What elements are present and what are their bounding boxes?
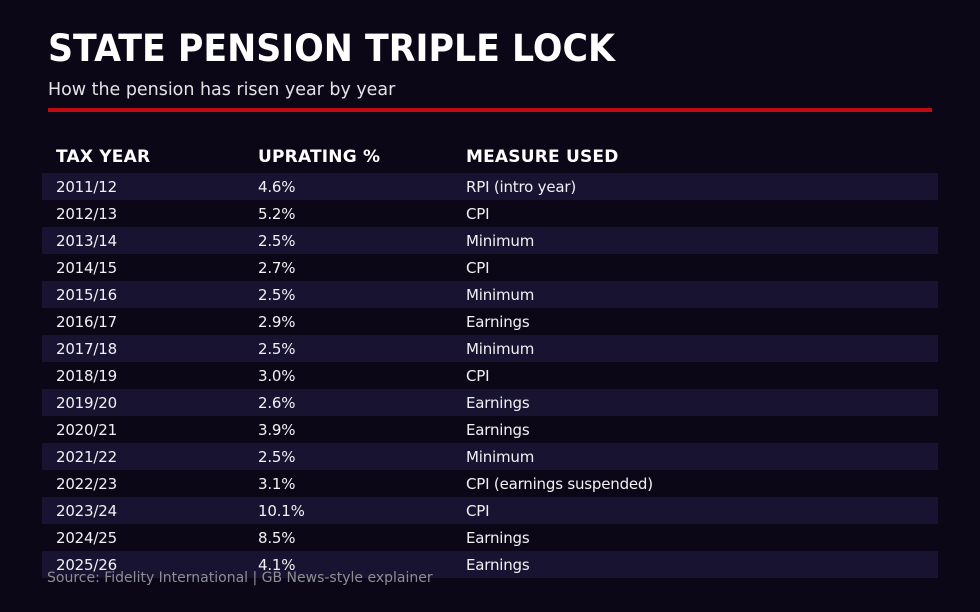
cell-measure: Earnings: [466, 312, 530, 331]
cell-uprating: 2.6%: [258, 393, 296, 412]
cell-measure: RPI (intro year): [466, 177, 576, 196]
cell-uprating: 2.9%: [258, 312, 296, 331]
cell-measure: Earnings: [466, 420, 530, 439]
cell-measure: Earnings: [466, 393, 530, 412]
cell-measure: CPI: [466, 204, 490, 223]
page-title: STATE PENSION TRIPLE LOCK: [48, 27, 615, 70]
page-subtitle: How the pension has risen year by year: [48, 79, 396, 100]
cell-tax-year: 2011/12: [56, 177, 117, 196]
cell-tax-year: 2024/25: [56, 528, 117, 547]
table-row: 2018/19 3.0% CPI: [42, 362, 938, 389]
cell-uprating: 4.6%: [258, 177, 296, 196]
cell-uprating: 3.1%: [258, 474, 296, 493]
cell-measure: Minimum: [466, 285, 535, 304]
table-row: 2015/16 2.5% Minimum: [42, 281, 938, 308]
table-body: 2011/12 4.6% RPI (intro year) 2012/13 5.…: [42, 173, 938, 578]
cell-uprating: 10.1%: [258, 501, 305, 520]
table-row: 2012/13 5.2% CPI: [42, 200, 938, 227]
cell-uprating: 2.7%: [258, 258, 296, 277]
column-header-measure: MEASURE USED: [466, 146, 619, 167]
table-row: 2022/23 3.1% CPI (earnings suspended): [42, 470, 938, 497]
cell-measure: CPI (earnings suspended): [466, 474, 653, 493]
cell-tax-year: 2012/13: [56, 204, 117, 223]
cell-tax-year: 2025/26: [56, 555, 117, 574]
table-row: 2024/25 8.5% Earnings: [42, 524, 938, 551]
table-row: 2016/17 2.9% Earnings: [42, 308, 938, 335]
cell-tax-year: 2022/23: [56, 474, 117, 493]
cell-tax-year: 2014/15: [56, 258, 117, 277]
table-row: 2017/18 2.5% Minimum: [42, 335, 938, 362]
cell-measure: Earnings: [466, 528, 530, 547]
table-row: 2025/26 4.1% Earnings: [42, 551, 938, 578]
cell-tax-year: 2019/20: [56, 393, 117, 412]
cell-measure: CPI: [466, 501, 490, 520]
cell-tax-year: 2021/22: [56, 447, 117, 466]
cell-measure: Earnings: [466, 555, 530, 574]
cell-uprating: 5.2%: [258, 204, 296, 223]
column-header-tax-year: TAX YEAR: [56, 146, 151, 167]
cell-measure: Minimum: [466, 339, 535, 358]
table-row: 2020/21 3.9% Earnings: [42, 416, 938, 443]
cell-uprating: 4.1%: [258, 555, 296, 574]
source-attribution: Source: Fidelity International | GB News…: [47, 570, 433, 586]
cell-measure: Minimum: [466, 447, 535, 466]
cell-tax-year: 2013/14: [56, 231, 117, 250]
cell-tax-year: 2015/16: [56, 285, 117, 304]
cell-tax-year: 2023/24: [56, 501, 117, 520]
cell-uprating: 2.5%: [258, 231, 296, 250]
cell-uprating: 2.5%: [258, 339, 296, 358]
triple-lock-table: TAX YEAR UPRATING % MEASURE USED 2011/12…: [42, 140, 938, 578]
cell-uprating: 3.0%: [258, 366, 296, 385]
cell-uprating: 8.5%: [258, 528, 296, 547]
table-row: 2023/24 10.1% CPI: [42, 497, 938, 524]
table-row: 2019/20 2.6% Earnings: [42, 389, 938, 416]
cell-measure: Minimum: [466, 231, 535, 250]
cell-tax-year: 2018/19: [56, 366, 117, 385]
red-divider-rule: [48, 108, 932, 112]
table-header-row: TAX YEAR UPRATING % MEASURE USED: [42, 140, 938, 173]
table-row: 2013/14 2.5% Minimum: [42, 227, 938, 254]
cell-measure: CPI: [466, 258, 490, 277]
cell-tax-year: 2020/21: [56, 420, 117, 439]
table-row: 2011/12 4.6% RPI (intro year): [42, 173, 938, 200]
cell-measure: CPI: [466, 366, 490, 385]
cell-tax-year: 2016/17: [56, 312, 117, 331]
cell-uprating: 3.9%: [258, 420, 296, 439]
table-row: 2021/22 2.5% Minimum: [42, 443, 938, 470]
cell-uprating: 2.5%: [258, 285, 296, 304]
column-header-uprating: UPRATING %: [258, 146, 381, 167]
cell-uprating: 2.5%: [258, 447, 296, 466]
cell-tax-year: 2017/18: [56, 339, 117, 358]
table-row: 2014/15 2.7% CPI: [42, 254, 938, 281]
